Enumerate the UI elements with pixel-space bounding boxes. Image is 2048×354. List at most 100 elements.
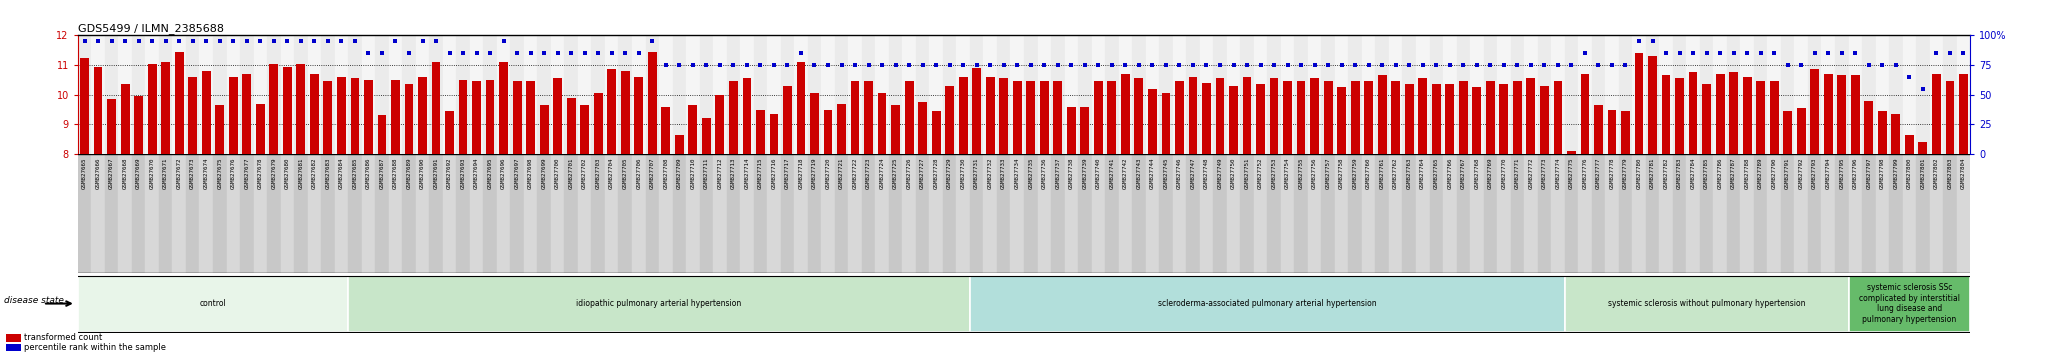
Text: GSM827796: GSM827796 <box>1853 158 1858 189</box>
Text: GSM827774: GSM827774 <box>1554 158 1561 189</box>
Point <box>1595 62 1628 68</box>
Bar <box>307 35 322 154</box>
Bar <box>295 154 307 273</box>
Bar <box>1579 154 1591 273</box>
Bar <box>1903 154 1917 273</box>
Bar <box>551 35 565 154</box>
Bar <box>1903 35 1917 154</box>
Bar <box>1145 35 1159 154</box>
Bar <box>1956 154 1970 273</box>
Text: GSM827686: GSM827686 <box>367 158 371 189</box>
Bar <box>604 35 618 154</box>
Bar <box>754 35 768 154</box>
Text: GSM827769: GSM827769 <box>1487 158 1493 189</box>
Point <box>393 50 426 56</box>
Bar <box>795 154 807 273</box>
Bar <box>578 154 592 273</box>
Bar <box>1229 86 1237 154</box>
Bar <box>659 154 672 273</box>
Point <box>567 50 602 56</box>
Bar <box>592 154 604 273</box>
Text: GSM827721: GSM827721 <box>840 158 844 189</box>
Bar <box>1726 35 1741 154</box>
Point <box>1919 50 1952 56</box>
Bar <box>1335 35 1348 154</box>
Bar <box>457 154 469 273</box>
Bar <box>145 154 160 273</box>
Bar <box>1808 35 1821 154</box>
Bar <box>174 52 184 154</box>
Point <box>123 39 156 44</box>
Text: systemic sclerosis SSc
complicated by interstitial
lung disease and
pulmonary hy: systemic sclerosis SSc complicated by in… <box>1860 284 1960 324</box>
Point <box>838 62 870 68</box>
Bar <box>131 154 145 273</box>
Bar <box>1686 35 1700 154</box>
Point <box>758 62 791 68</box>
Bar <box>469 154 483 273</box>
Bar <box>266 154 281 273</box>
Bar <box>1106 154 1118 273</box>
Point <box>1311 62 1343 68</box>
Text: GSM827794: GSM827794 <box>1825 158 1831 189</box>
Text: transformed count: transformed count <box>25 333 102 342</box>
Bar <box>864 81 872 154</box>
Bar <box>1403 154 1415 273</box>
Text: GSM827751: GSM827751 <box>1245 158 1249 189</box>
Bar <box>459 80 467 154</box>
Bar <box>715 95 725 154</box>
Bar <box>672 35 686 154</box>
Bar <box>432 62 440 154</box>
Point <box>1704 50 1737 56</box>
Bar <box>1348 154 1362 273</box>
Bar <box>418 77 426 154</box>
Text: GSM827709: GSM827709 <box>676 158 682 189</box>
Text: GSM827716: GSM827716 <box>772 158 776 189</box>
Point <box>582 50 614 56</box>
Bar <box>915 35 930 154</box>
Bar <box>1618 35 1632 154</box>
Bar <box>1591 35 1606 154</box>
Text: percentile rank within the sample: percentile rank within the sample <box>25 343 166 352</box>
Text: GSM827695: GSM827695 <box>487 158 494 189</box>
Bar <box>1227 35 1241 154</box>
Bar <box>1729 73 1739 154</box>
Text: GSM827784: GSM827784 <box>1690 158 1696 189</box>
Text: GSM827754: GSM827754 <box>1284 158 1290 189</box>
Bar <box>213 35 227 154</box>
Bar <box>688 105 696 154</box>
Text: GSM827729: GSM827729 <box>946 158 952 189</box>
Point <box>1001 62 1034 68</box>
Text: GSM827719: GSM827719 <box>811 158 817 189</box>
Point <box>1122 62 1155 68</box>
Point <box>203 39 236 44</box>
Bar <box>1690 73 1698 154</box>
Point <box>244 39 276 44</box>
Bar <box>848 154 862 273</box>
Bar <box>416 154 430 273</box>
Point <box>799 62 831 68</box>
Bar <box>1808 154 1821 273</box>
Bar <box>1403 35 1415 154</box>
Bar <box>1796 108 1806 154</box>
Point <box>1487 62 1520 68</box>
Bar <box>119 35 131 154</box>
Point <box>82 39 115 44</box>
Text: GSM827741: GSM827741 <box>1110 158 1114 189</box>
Bar <box>1337 87 1346 154</box>
Bar <box>1149 89 1157 154</box>
Bar <box>469 35 483 154</box>
Bar <box>1753 35 1767 154</box>
Bar <box>229 77 238 154</box>
Point <box>1366 62 1399 68</box>
Bar <box>430 154 442 273</box>
Bar <box>903 35 915 154</box>
Bar <box>821 154 836 273</box>
Text: GSM827707: GSM827707 <box>649 158 655 189</box>
Point <box>676 62 709 68</box>
Bar <box>256 104 264 154</box>
Bar <box>199 154 213 273</box>
Point <box>1851 62 1884 68</box>
Bar <box>1323 81 1333 154</box>
Point <box>297 39 330 44</box>
Text: GSM827693: GSM827693 <box>461 158 465 189</box>
